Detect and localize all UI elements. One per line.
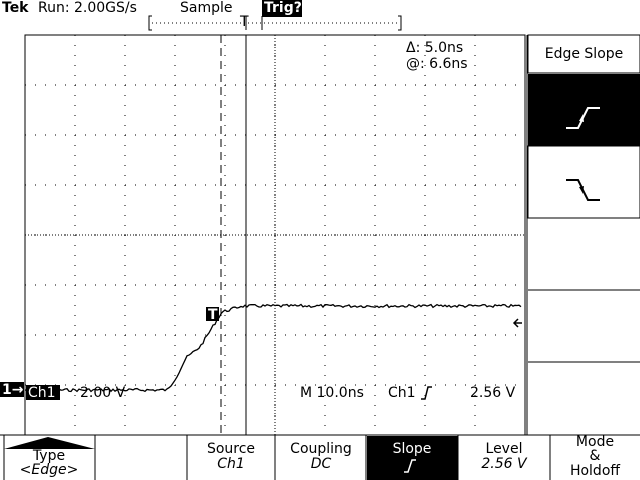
- cursor-position: @: 6.6ns: [406, 56, 468, 72]
- ground-marker: 1→: [2, 382, 24, 398]
- timebase: M 10.0ns: [300, 385, 364, 401]
- mode-button-line[interactable]: &: [590, 448, 601, 464]
- channel-label: Ch1: [28, 385, 56, 401]
- graticule: [25, 35, 525, 435]
- level-button-value[interactable]: 2.56 V: [481, 456, 528, 472]
- run-status: Run: 2.00GS/s: [38, 0, 137, 16]
- ground-marker-box: [0, 382, 24, 397]
- trigger-position-marker: T: [239, 14, 249, 30]
- bottom-menu: [0, 434, 640, 480]
- trigger-point: T: [208, 307, 218, 323]
- type-button-tab: [4, 437, 95, 449]
- acquisition-mode: Sample: [180, 0, 233, 16]
- side-menu-title: Edge Slope: [545, 46, 624, 62]
- mode-button-line[interactable]: Holdoff: [570, 463, 620, 479]
- falling-slope-button[interactable]: [527, 145, 640, 219]
- brand: Tek: [2, 0, 29, 16]
- type-button-value[interactable]: <Edge>: [20, 462, 79, 478]
- slope-button-label[interactable]: Slope: [393, 441, 432, 457]
- waveform-trace: [24, 303, 522, 393]
- source-button-value[interactable]: Ch1: [217, 456, 245, 472]
- record-bracket: [148, 15, 402, 31]
- rising-slope-button[interactable]: [528, 74, 640, 146]
- vertical-scale: 2.00 V: [80, 385, 126, 401]
- coupling-button-value[interactable]: DC: [311, 456, 332, 472]
- slope-button-bg[interactable]: [367, 436, 458, 480]
- trigger-state-box: [262, 0, 302, 17]
- side-menu: [526, 34, 640, 435]
- trigger-state: Trig?: [264, 0, 302, 16]
- slope-button-icon: [404, 459, 416, 473]
- cursor-delta: Δ: 5.0ns: [406, 40, 463, 56]
- trigger-source: Ch1: [388, 385, 416, 401]
- trigger-level-arrow: [512, 318, 522, 328]
- type-button-label[interactable]: Type: [32, 448, 65, 464]
- mode-button-line[interactable]: Mode: [576, 434, 614, 450]
- channel-box: [26, 385, 60, 400]
- trigger-point-box: [206, 307, 219, 321]
- source-button-label[interactable]: Source: [207, 441, 255, 457]
- trigger-level: 2.56 V: [470, 385, 516, 401]
- coupling-button-label[interactable]: Coupling: [290, 441, 352, 457]
- level-button-label[interactable]: Level: [486, 441, 523, 457]
- trigger-slope-icon: [421, 386, 432, 400]
